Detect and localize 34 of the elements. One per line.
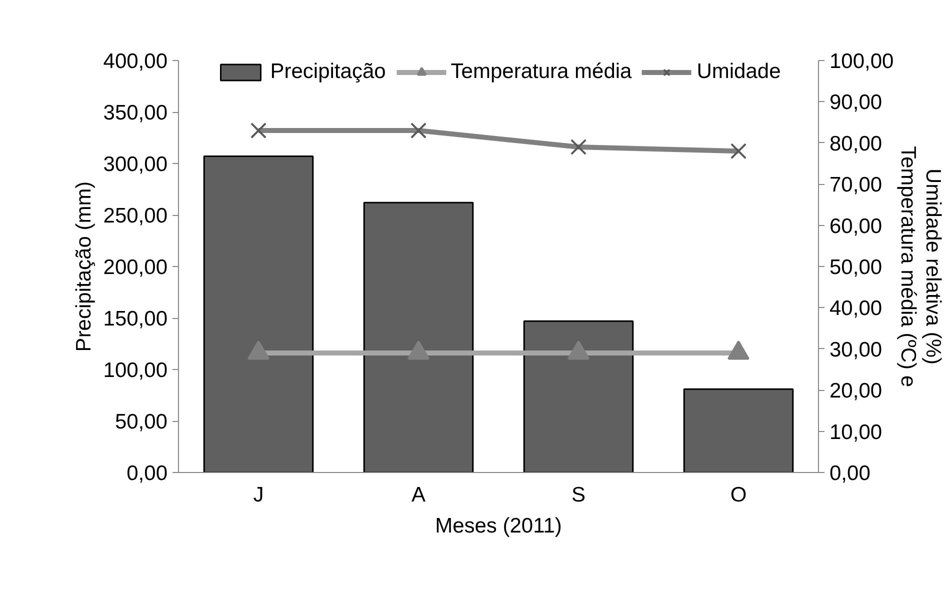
y2-tick-label: 100,00 (830, 50, 894, 73)
x-axis-title: Meses (2011) (435, 514, 562, 538)
y-axis-title: Precipitação (mm) (72, 181, 96, 352)
y-tick-label: 100,00 (103, 359, 168, 382)
y-tick-label: 300,00 (103, 153, 168, 176)
y-tick-label: 250,00 (103, 204, 168, 228)
y-tick-label: 150,00 (103, 308, 168, 330)
x-tick-label: J (253, 484, 264, 506)
legend-label: Temperatura média (450, 60, 632, 84)
y-tick-label: 0,00 (126, 462, 168, 485)
y-tick-label: 50,00 (114, 410, 168, 434)
bar (523, 320, 634, 472)
legend-label: Precipitação (270, 60, 386, 84)
x-tick-label: A (411, 484, 426, 506)
y2-axis-title: Temperatura média (ºC) e Umidade relativa (%) (896, 146, 944, 388)
y2-tick-label: 70,00 (830, 174, 882, 197)
y2-tick-label: 60,00 (830, 214, 882, 238)
y-tick-label: 200,00 (103, 256, 168, 279)
y2-tick-label: 30,00 (830, 338, 882, 362)
y2-tick-label: 0,00 (830, 462, 870, 485)
y-tick-label: 400,00 (103, 50, 168, 73)
bar (363, 202, 474, 472)
legend-label: Umidade (696, 60, 781, 84)
y2-tick-label: 50,00 (830, 256, 882, 279)
y-tick-label: 350,00 (103, 102, 168, 124)
y2-tick-label: 20,00 (830, 380, 882, 403)
y2-tick-label: 80,00 (830, 132, 882, 156)
x-tick-label: O (730, 484, 747, 506)
y2-tick-label: 40,00 (830, 297, 882, 320)
bar (683, 388, 794, 472)
y2-tick-label: 90,00 (830, 91, 882, 114)
x-tick-label: S (571, 484, 586, 506)
bar (203, 156, 314, 472)
y2-tick-label: 10,00 (830, 420, 882, 444)
